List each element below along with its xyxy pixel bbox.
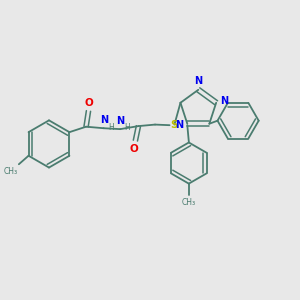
Text: N: N	[100, 115, 108, 125]
Text: N: N	[175, 120, 183, 130]
Text: H: H	[108, 122, 114, 131]
Text: O: O	[85, 98, 94, 108]
Text: CH₃: CH₃	[182, 198, 196, 207]
Text: O: O	[130, 144, 139, 154]
Text: H: H	[124, 123, 130, 132]
Text: N: N	[220, 96, 228, 106]
Text: N: N	[194, 76, 202, 86]
Text: CH₃: CH₃	[3, 167, 17, 176]
Text: N: N	[116, 116, 124, 126]
Text: S: S	[170, 120, 178, 130]
